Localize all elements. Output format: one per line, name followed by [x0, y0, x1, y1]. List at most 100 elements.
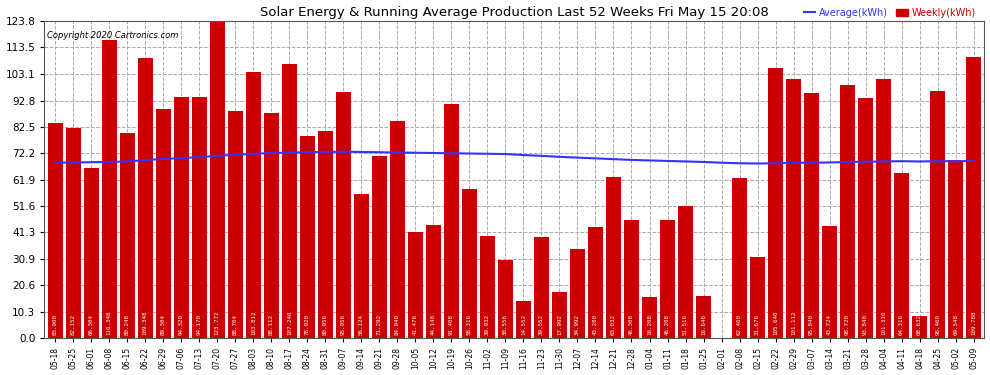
Text: 98.720: 98.720 [845, 314, 850, 335]
Bar [83, 168, 99, 338]
Bar [930, 91, 945, 338]
Text: 83.900: 83.900 [52, 314, 57, 335]
Text: 69.548: 69.548 [953, 314, 958, 335]
Bar [534, 237, 549, 338]
Bar [155, 110, 171, 338]
Bar [822, 226, 838, 338]
Text: 105.640: 105.640 [773, 310, 778, 335]
Bar [426, 225, 442, 338]
Text: 84.940: 84.940 [395, 314, 400, 335]
Text: 34.992: 34.992 [575, 314, 580, 335]
Bar [551, 292, 567, 338]
Text: 39.932: 39.932 [485, 314, 490, 335]
Bar [444, 104, 459, 338]
Text: 51.516: 51.516 [683, 314, 688, 335]
Title: Solar Energy & Running Average Production Last 52 Weeks Fri May 15 20:08: Solar Energy & Running Average Productio… [260, 6, 769, 18]
Bar [749, 257, 765, 338]
Text: 91.408: 91.408 [448, 314, 454, 335]
Bar [606, 177, 621, 338]
Text: 101.112: 101.112 [791, 310, 796, 335]
Text: 123.772: 123.772 [215, 310, 220, 335]
Bar [138, 58, 152, 338]
Bar [336, 92, 351, 338]
Bar [948, 160, 963, 338]
Text: 96.460: 96.460 [936, 314, 940, 335]
Text: Copyright 2020 Cartronics.com: Copyright 2020 Cartronics.com [48, 31, 178, 40]
Text: 103.812: 103.812 [250, 310, 255, 335]
Bar [768, 68, 783, 338]
Bar [516, 301, 531, 338]
Text: 14.552: 14.552 [521, 314, 526, 335]
Bar [390, 121, 405, 338]
Text: 80.248: 80.248 [125, 314, 130, 335]
Bar [912, 316, 928, 338]
Text: 43.724: 43.724 [827, 314, 832, 335]
Bar [966, 57, 981, 338]
Bar [732, 178, 747, 338]
Bar [786, 79, 801, 338]
Bar [480, 236, 495, 338]
Text: 17.992: 17.992 [557, 314, 562, 335]
Text: 46.208: 46.208 [665, 314, 670, 335]
Bar [570, 249, 585, 338]
Text: 31.676: 31.676 [755, 314, 760, 335]
Bar [498, 260, 513, 338]
Bar [192, 97, 207, 338]
Text: 46.308: 46.308 [629, 314, 634, 335]
Text: 82.152: 82.152 [70, 314, 76, 335]
Bar [858, 98, 873, 338]
Text: 39.552: 39.552 [539, 314, 544, 335]
Bar [624, 220, 640, 338]
Bar [353, 194, 369, 338]
Bar [246, 72, 261, 338]
Text: 16.646: 16.646 [701, 314, 706, 335]
Bar [371, 156, 387, 338]
Bar [696, 296, 711, 338]
Bar [804, 93, 820, 338]
Bar [282, 63, 297, 338]
Text: 08.632: 08.632 [917, 314, 922, 335]
Bar [642, 297, 657, 338]
Bar [263, 112, 279, 338]
Text: 64.316: 64.316 [899, 314, 904, 335]
Bar [876, 79, 891, 338]
Bar [120, 133, 135, 338]
Text: 63.032: 63.032 [611, 314, 616, 335]
Text: 62.460: 62.460 [737, 314, 742, 335]
Text: 58.316: 58.316 [467, 314, 472, 335]
Text: 94.170: 94.170 [197, 314, 202, 335]
Text: 88.112: 88.112 [269, 314, 274, 335]
Legend: Average(kWh), Weekly(kWh): Average(kWh), Weekly(kWh) [800, 4, 979, 21]
Bar [660, 220, 675, 338]
Text: 88.704: 88.704 [233, 314, 238, 335]
Text: 30.556: 30.556 [503, 314, 508, 335]
Bar [461, 189, 477, 338]
Text: 107.240: 107.240 [287, 310, 292, 335]
Text: 109.788: 109.788 [971, 310, 976, 335]
Text: 66.304: 66.304 [89, 314, 94, 335]
Bar [894, 174, 909, 338]
Text: 95.956: 95.956 [341, 314, 346, 335]
Text: 109.348: 109.348 [143, 310, 148, 335]
Bar [210, 21, 225, 338]
Text: 43.280: 43.280 [593, 314, 598, 335]
Bar [840, 86, 855, 338]
Text: 41.476: 41.476 [413, 314, 418, 335]
Bar [173, 97, 189, 338]
Bar [300, 136, 315, 338]
Bar [588, 227, 603, 338]
Text: 94.320: 94.320 [179, 314, 184, 335]
Bar [318, 131, 333, 338]
Bar [48, 123, 63, 338]
Bar [228, 111, 243, 338]
Text: 44.140: 44.140 [431, 314, 436, 335]
Text: 95.840: 95.840 [809, 314, 814, 335]
Bar [102, 40, 117, 338]
Text: 78.920: 78.920 [305, 314, 310, 335]
Text: 56.124: 56.124 [359, 314, 364, 335]
Bar [65, 128, 81, 338]
Bar [678, 206, 693, 338]
Text: 93.840: 93.840 [863, 314, 868, 335]
Text: 89.304: 89.304 [160, 314, 165, 335]
Bar [408, 232, 423, 338]
